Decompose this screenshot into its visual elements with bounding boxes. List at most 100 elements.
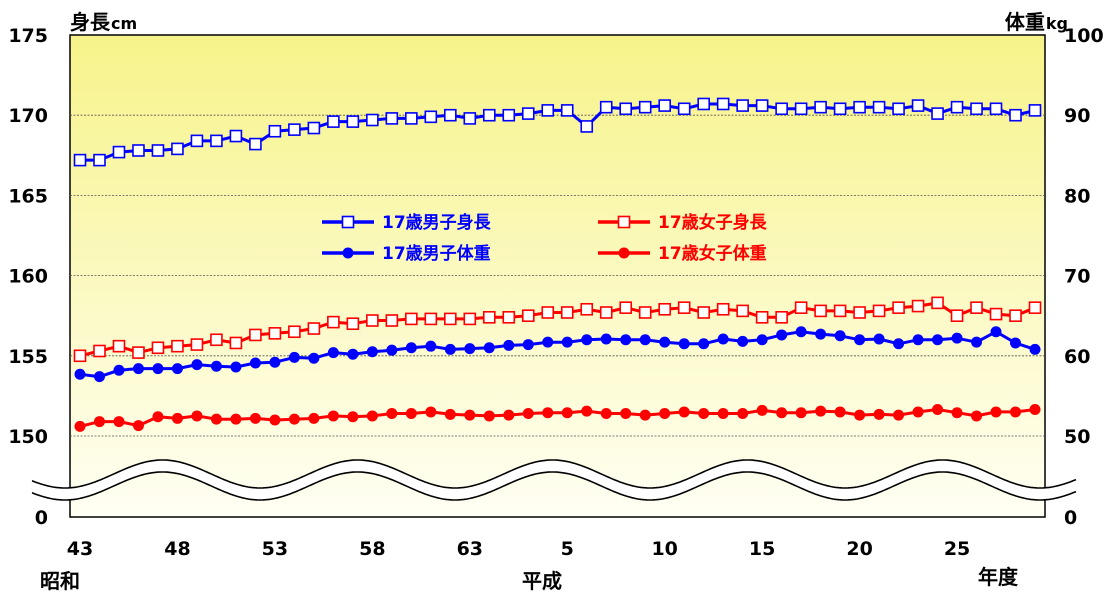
data-point xyxy=(1028,301,1042,314)
left-tick-label: 160 xyxy=(8,266,48,288)
data-point xyxy=(561,336,573,348)
data-point xyxy=(230,413,242,425)
data-point xyxy=(600,408,612,420)
data-point xyxy=(288,123,301,136)
data-point xyxy=(424,312,438,326)
data-point xyxy=(698,408,710,420)
data-point xyxy=(814,100,827,114)
data-point xyxy=(288,413,300,425)
data-point xyxy=(794,301,808,314)
right-tick-label: 90 xyxy=(1064,105,1090,127)
left-axis-title: 身長cm xyxy=(70,10,137,34)
data-point xyxy=(912,406,924,418)
data-point xyxy=(210,360,222,372)
data-point xyxy=(249,357,261,369)
x-tick-label: 43 xyxy=(67,538,93,560)
left-tick-label: 155 xyxy=(8,346,48,368)
right-axis-label-main: 体重 xyxy=(1005,10,1045,34)
data-point xyxy=(580,120,594,133)
data-point xyxy=(1009,309,1022,323)
data-point xyxy=(581,334,593,346)
data-point xyxy=(482,108,496,122)
right-tick-label: 70 xyxy=(1064,266,1090,288)
data-point xyxy=(307,322,321,335)
data-point xyxy=(970,102,983,116)
data-point xyxy=(269,356,281,368)
data-point xyxy=(405,312,418,326)
right-tick-label: 50 xyxy=(1064,426,1090,448)
data-point xyxy=(678,338,690,350)
x-axis-ticks: 43 48 53 58 63 5 10 15 20 25 xyxy=(67,538,970,560)
data-point xyxy=(854,409,866,421)
data-point xyxy=(249,328,262,342)
data-point xyxy=(191,359,203,371)
x-tick-label: 53 xyxy=(262,538,288,560)
data-point xyxy=(990,326,1002,338)
data-point xyxy=(444,312,457,326)
data-point xyxy=(482,311,496,324)
data-point xyxy=(912,334,924,346)
data-point xyxy=(190,338,204,351)
right-tick-label: 60 xyxy=(1064,346,1090,368)
data-point xyxy=(190,134,204,148)
data-point xyxy=(971,336,983,348)
left-axis-label-main: 身長 xyxy=(70,10,111,34)
data-point xyxy=(386,408,398,420)
data-point xyxy=(872,304,886,318)
series-layer xyxy=(73,97,1042,432)
data-point xyxy=(521,107,535,120)
data-point xyxy=(73,349,87,363)
data-point xyxy=(755,311,769,324)
data-point xyxy=(697,97,710,111)
data-point xyxy=(697,306,710,319)
data-point xyxy=(269,414,281,426)
data-point xyxy=(171,412,183,424)
data-point xyxy=(288,325,301,339)
data-point xyxy=(74,420,86,432)
data-point xyxy=(502,108,516,122)
data-point xyxy=(658,99,671,112)
data-point xyxy=(366,346,378,358)
data-point xyxy=(815,328,827,340)
data-point xyxy=(444,408,456,420)
data-point xyxy=(600,333,612,345)
data-point xyxy=(522,408,534,420)
left-tick-label: 150 xyxy=(8,426,48,448)
data-point xyxy=(385,314,399,327)
data-point xyxy=(151,144,165,157)
left-tick-label: 165 xyxy=(8,185,48,207)
data-point xyxy=(152,411,164,423)
data-point xyxy=(502,311,516,324)
data-point xyxy=(522,339,534,351)
data-point xyxy=(872,100,886,114)
data-point xyxy=(132,363,144,375)
x-tick-label: 5 xyxy=(561,538,574,560)
series-1 xyxy=(73,97,1042,167)
data-point xyxy=(893,409,905,421)
data-point xyxy=(911,299,925,313)
data-point xyxy=(638,100,652,114)
data-point xyxy=(756,404,768,416)
data-point xyxy=(230,361,242,373)
data-point xyxy=(561,407,573,419)
data-point xyxy=(776,407,788,419)
data-point xyxy=(853,100,866,114)
data-point xyxy=(327,410,339,422)
right-axis-label-unit: kg xyxy=(1046,14,1068,33)
data-point xyxy=(951,407,963,419)
data-point xyxy=(775,311,788,324)
legend-marker xyxy=(618,247,630,259)
legend: 17歳男子身長 17歳女子身長 17歳男子体重 17歳女子体重 xyxy=(322,212,768,264)
data-point xyxy=(425,340,437,352)
era-label-heisei: 平成 xyxy=(522,569,562,593)
data-point xyxy=(249,137,262,151)
data-point xyxy=(327,115,340,128)
data-point xyxy=(833,102,847,116)
data-point xyxy=(599,100,613,114)
data-point xyxy=(210,333,223,347)
data-point xyxy=(171,142,184,156)
data-point xyxy=(833,304,847,318)
legend-label: 17歳男子身長 xyxy=(382,212,492,233)
data-point xyxy=(503,339,515,351)
legend-marker xyxy=(341,215,355,229)
